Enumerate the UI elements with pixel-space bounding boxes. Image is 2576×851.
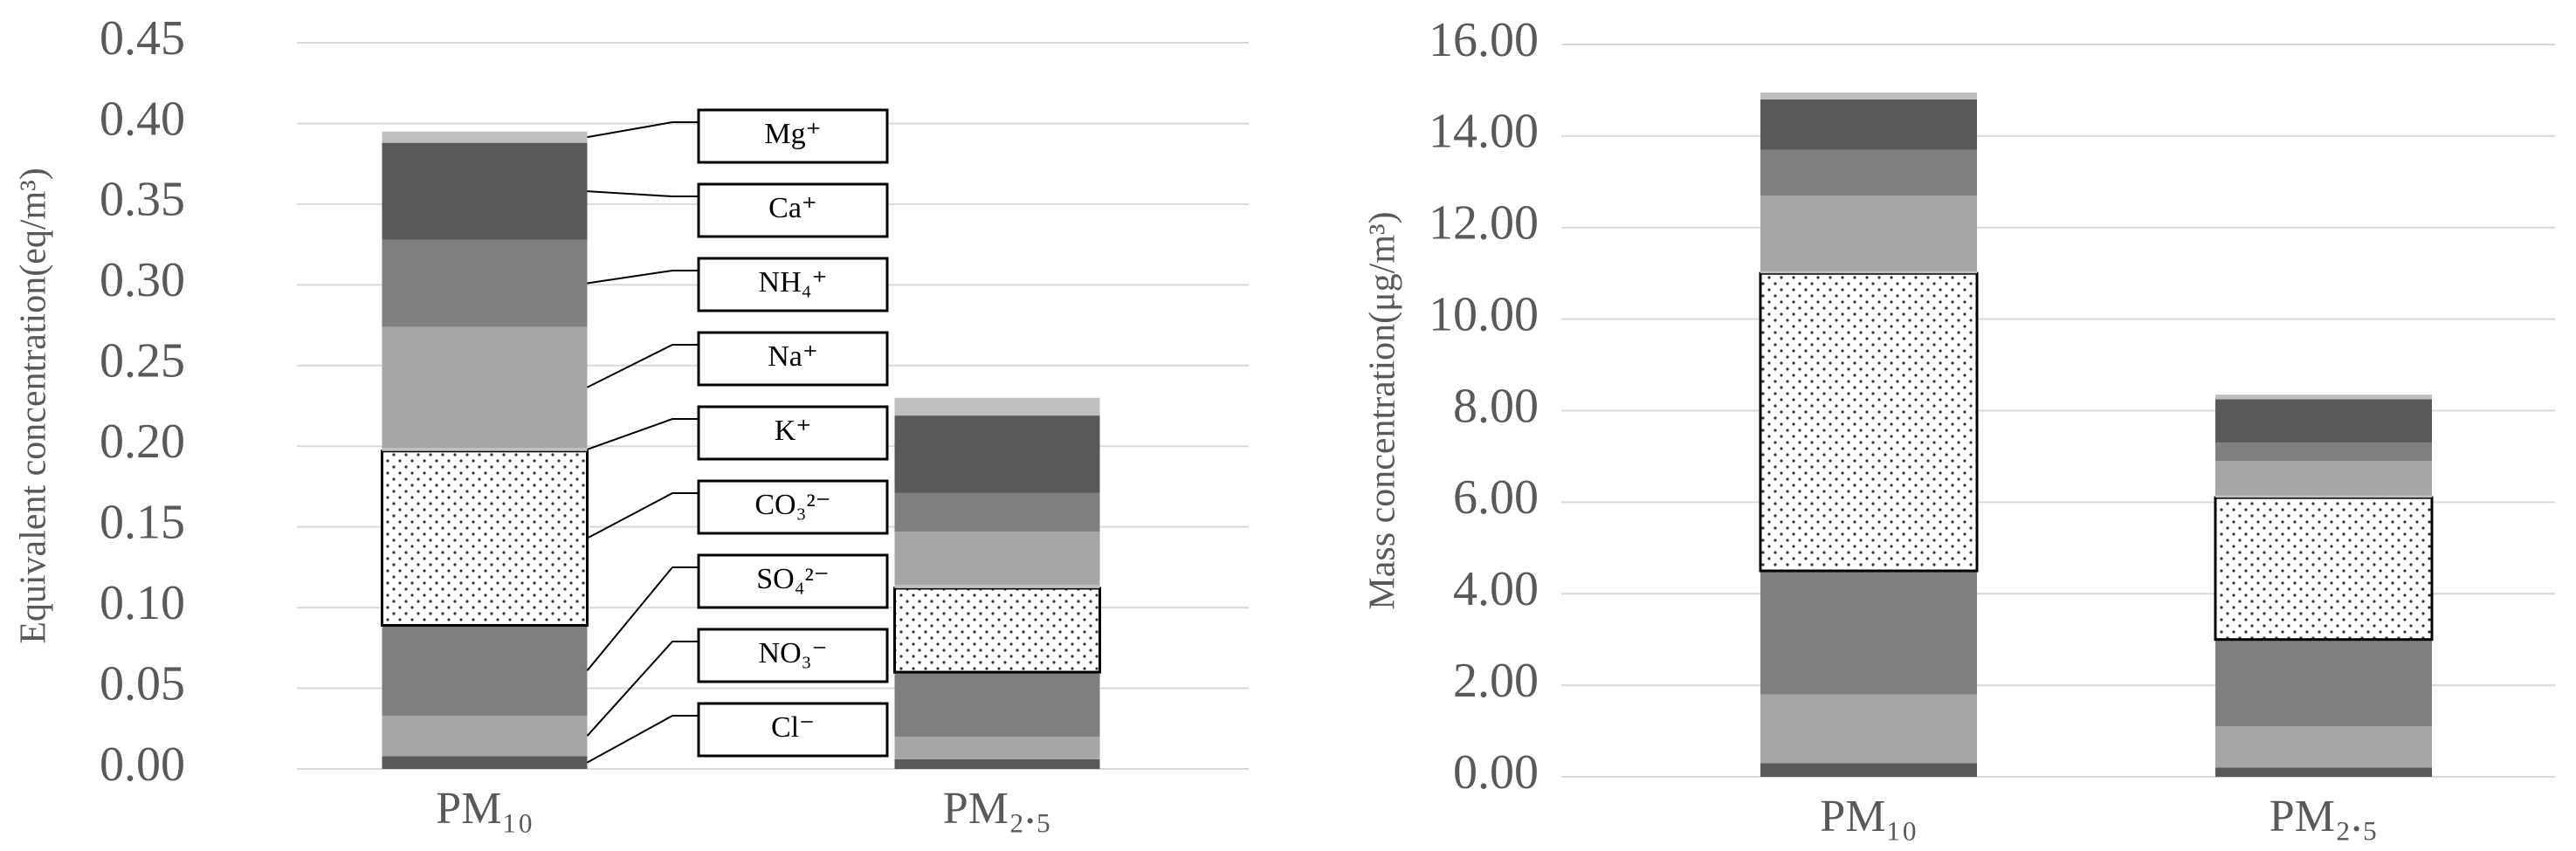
legend-label: Na⁺ bbox=[768, 340, 818, 373]
leader-line bbox=[587, 715, 699, 764]
x-tick-label: PM₂.₅ bbox=[2269, 792, 2378, 841]
bar-segment bbox=[2215, 461, 2432, 496]
bar-segment bbox=[1760, 271, 1977, 274]
bar-segment bbox=[894, 758, 1100, 769]
bar-segment bbox=[894, 532, 1100, 586]
bar-segment bbox=[1760, 149, 1977, 196]
y-tick-label: 0.40 bbox=[100, 92, 185, 146]
bar-segment bbox=[382, 326, 588, 449]
bar-segment bbox=[2215, 639, 2432, 727]
bar-segment bbox=[2215, 395, 2432, 400]
leader-line bbox=[587, 270, 699, 285]
x-tick-label: PM₁₀ bbox=[1820, 792, 1917, 841]
y-tick-label: 0.00 bbox=[100, 738, 185, 792]
bar-segment bbox=[382, 756, 588, 769]
leader-line bbox=[586, 566, 699, 671]
leader-line bbox=[587, 492, 699, 539]
legend-box bbox=[697, 553, 889, 609]
bar-segment bbox=[382, 625, 588, 716]
leader-line bbox=[587, 344, 699, 388]
y-tick-label: 10.00 bbox=[1429, 287, 1539, 341]
bar-segment bbox=[894, 397, 1100, 416]
y-tick-label: 16.00 bbox=[1429, 13, 1539, 67]
y-tick-label: 0.25 bbox=[100, 334, 185, 388]
bar-segment bbox=[382, 131, 588, 143]
bar-segment bbox=[894, 415, 1100, 493]
bar-segment bbox=[894, 585, 1100, 588]
bar-segment bbox=[894, 737, 1100, 759]
bar-segment bbox=[2215, 726, 2432, 768]
legend-box bbox=[697, 479, 889, 535]
bar-segment bbox=[1759, 271, 1979, 573]
leader-line bbox=[587, 190, 699, 197]
y-axis-label: Equivalent concentration(eq/m³) bbox=[14, 168, 54, 644]
legend-label: NH₄⁺ bbox=[759, 266, 828, 299]
bar-segment bbox=[382, 239, 588, 327]
y-tick-label: 12.00 bbox=[1429, 196, 1539, 250]
bar-segment bbox=[1760, 763, 1977, 777]
y-tick-label: 0.35 bbox=[100, 173, 185, 227]
legend-label: NO₃⁻ bbox=[759, 637, 828, 669]
y-tick-label: 14.00 bbox=[1429, 105, 1539, 159]
bar-segment bbox=[1760, 196, 1977, 271]
bar-segment bbox=[2214, 496, 2434, 642]
y-tick-label: 4.00 bbox=[1453, 562, 1539, 616]
legend-box bbox=[697, 108, 889, 164]
y-tick-label: 0.45 bbox=[100, 11, 185, 65]
y-tick-label: 2.00 bbox=[1453, 654, 1539, 708]
y-tick-label: 6.00 bbox=[1453, 470, 1539, 525]
y-tick-label: 0.15 bbox=[100, 496, 185, 550]
legend-label: Ca⁺ bbox=[768, 192, 817, 224]
legend-label: Mg⁺ bbox=[764, 118, 821, 150]
bar-segment bbox=[2215, 495, 2432, 498]
x-tick-label: PM₁₀ bbox=[436, 784, 533, 834]
bar-segment bbox=[2215, 767, 2432, 777]
x-tick-label: PM₂.₅ bbox=[943, 784, 1051, 834]
bar-segment bbox=[381, 450, 589, 627]
legend-box bbox=[697, 405, 889, 461]
legend-box bbox=[697, 628, 889, 683]
bar-segment bbox=[382, 715, 588, 757]
legend-box bbox=[697, 702, 889, 758]
bar-segment bbox=[2215, 443, 2432, 462]
y-tick-label: 0.00 bbox=[1453, 745, 1539, 800]
bar-segment bbox=[1760, 99, 1977, 150]
legend-label: Cl⁻ bbox=[771, 711, 815, 744]
bar-segment bbox=[1760, 93, 1977, 100]
bar-segment bbox=[894, 672, 1100, 738]
y-tick-label: 0.20 bbox=[100, 415, 185, 469]
legend-box bbox=[697, 257, 889, 312]
bar-segment bbox=[1760, 571, 1977, 695]
y-tick-label: 0.30 bbox=[100, 253, 185, 307]
y-tick-label: 0.05 bbox=[100, 656, 185, 710]
bar-segment bbox=[2215, 399, 2432, 443]
legend-label: K⁺ bbox=[775, 415, 812, 447]
bar-segment bbox=[894, 492, 1100, 532]
legend-label: SO₄²⁻ bbox=[756, 563, 829, 595]
bar-segment bbox=[382, 142, 588, 240]
y-tick-label: 0.10 bbox=[100, 576, 185, 630]
bar-segment bbox=[382, 448, 588, 451]
legend-box bbox=[697, 331, 889, 387]
legend-box bbox=[697, 182, 889, 238]
bar-segment bbox=[893, 587, 1101, 674]
leader-line bbox=[587, 418, 699, 450]
y-tick-label: 8.00 bbox=[1453, 379, 1539, 433]
y-axis-label: Mass concentration(μg/m³) bbox=[1363, 211, 1403, 609]
legend-label: CO₃²⁻ bbox=[754, 489, 830, 521]
leader-line bbox=[587, 121, 699, 139]
bar-segment bbox=[1760, 694, 1977, 764]
leader-line bbox=[586, 641, 699, 737]
